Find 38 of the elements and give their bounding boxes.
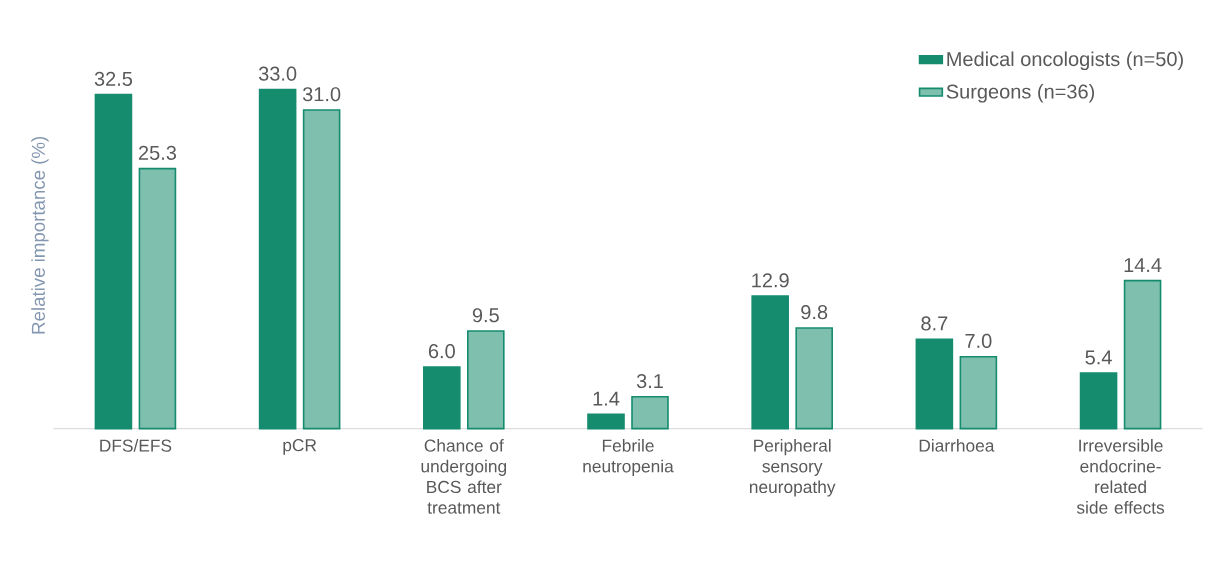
data-label: 25.3 [138, 145, 177, 160]
bar [631, 395, 669, 430]
bar [795, 327, 833, 430]
data-label: 9.5 [472, 308, 499, 323]
bar [94, 93, 133, 430]
bar [423, 366, 461, 430]
bar [1079, 372, 1118, 430]
data-label: 9.8 [801, 305, 828, 320]
bar [302, 109, 341, 430]
y-axis-title: Relative importance (%) [31, 136, 49, 334]
x-tick-label: Irreversible endocrine-related side effects [1076, 439, 1165, 514]
data-label: 32.5 [94, 71, 133, 86]
data-label: 1.4 [593, 391, 620, 406]
data-label: 31.0 [302, 87, 341, 102]
data-label: 12.9 [752, 273, 789, 288]
legend-label: Medical oncologists (n=50) [947, 51, 1183, 71]
data-label: 3.1 [636, 373, 663, 389]
data-label: 33.0 [258, 66, 297, 81]
bar [751, 295, 789, 430]
data-label: 6.0 [428, 344, 455, 359]
bar [959, 355, 998, 430]
bar [258, 88, 297, 430]
data-label: 5.4 [1085, 350, 1112, 365]
legend-label: Surgeons (n=36) [946, 83, 1095, 103]
x-tick-label: Diarrhoea [919, 439, 995, 452]
x-tick-label: pCR [283, 439, 317, 455]
bar [587, 413, 625, 430]
x-tick-label: Peripheral sensory neuropathy [749, 439, 836, 497]
x-tick-label: DFS/EFS [100, 439, 172, 452]
bar [915, 338, 954, 430]
x-tick-label: Febrile neutropenia [583, 439, 674, 476]
bar [138, 167, 177, 430]
x-tick-label: Chance of undergoing BCS after treatment [421, 439, 507, 514]
data-label: 7.0 [965, 333, 992, 348]
data-label: 8.7 [921, 316, 948, 331]
bar [467, 330, 505, 430]
bar [1123, 279, 1162, 430]
data-label: 14.4 [1124, 258, 1162, 272]
